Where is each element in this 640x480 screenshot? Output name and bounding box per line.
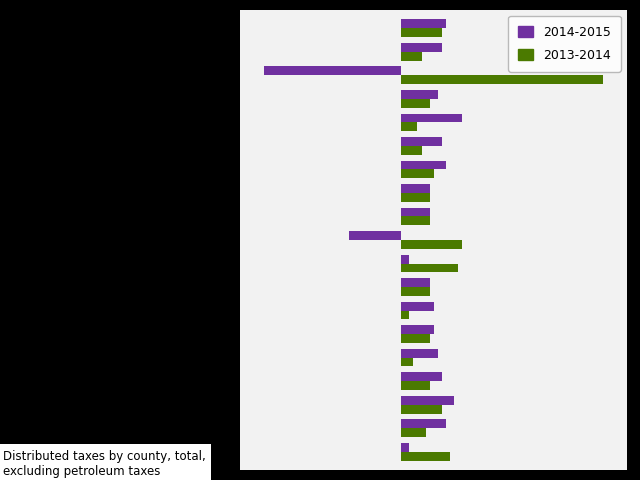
Bar xyxy=(401,405,442,413)
Bar xyxy=(401,75,603,84)
Bar xyxy=(401,169,434,179)
Bar xyxy=(401,419,445,428)
Bar xyxy=(401,278,429,287)
Bar xyxy=(401,428,426,437)
Bar xyxy=(401,20,445,28)
Bar xyxy=(401,216,429,226)
Bar xyxy=(401,264,458,273)
Text: Distributed taxes by county, total,
excluding petroleum taxes: Distributed taxes by county, total, excl… xyxy=(3,450,206,478)
Bar xyxy=(401,160,445,169)
Bar xyxy=(401,254,410,264)
Bar xyxy=(401,146,422,155)
Bar xyxy=(401,52,422,61)
Bar xyxy=(401,43,442,52)
Bar xyxy=(401,90,438,99)
Bar xyxy=(401,348,438,358)
Bar xyxy=(401,113,462,122)
Bar xyxy=(401,99,429,108)
Bar xyxy=(401,381,429,390)
Bar xyxy=(401,122,417,132)
Bar xyxy=(401,443,410,452)
Bar xyxy=(401,334,429,343)
Bar xyxy=(401,193,429,202)
Bar xyxy=(401,358,413,367)
Bar xyxy=(401,137,442,146)
Bar xyxy=(401,452,450,460)
Bar xyxy=(401,287,429,296)
Bar xyxy=(401,311,410,320)
Bar xyxy=(401,396,454,405)
Bar xyxy=(401,207,429,216)
Bar xyxy=(264,67,401,75)
Bar xyxy=(401,325,434,334)
Bar xyxy=(401,184,429,193)
Bar xyxy=(401,240,462,249)
Bar xyxy=(401,372,442,381)
Bar xyxy=(401,301,434,311)
Bar xyxy=(401,28,442,37)
Bar xyxy=(349,231,401,240)
Legend: 2014-2015, 2013-2014: 2014-2015, 2013-2014 xyxy=(508,16,621,72)
